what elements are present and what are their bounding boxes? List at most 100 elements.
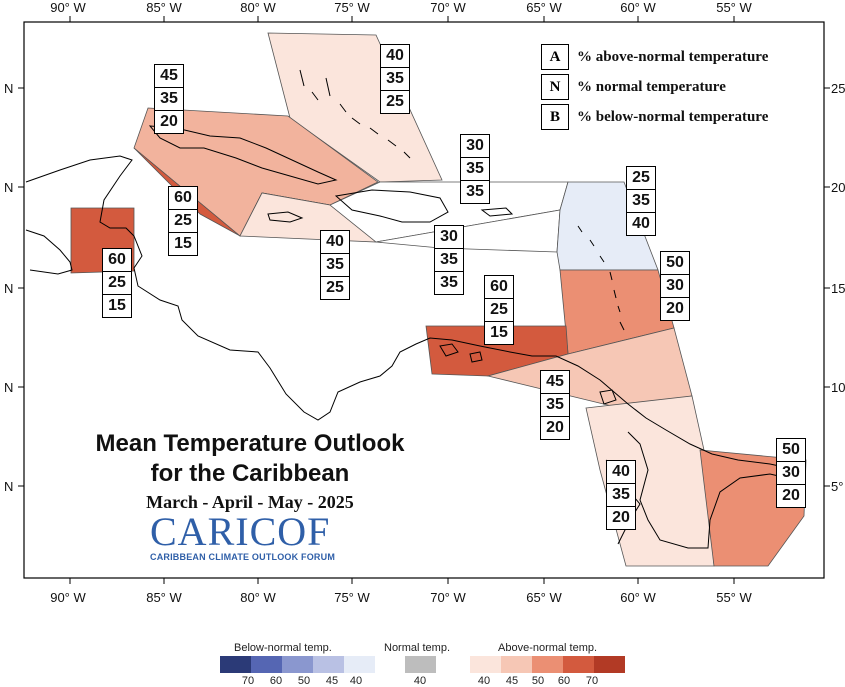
legend-normal-swatch bbox=[405, 656, 436, 673]
prob-box-western-caribbean: 60 25 15 bbox=[168, 186, 198, 256]
prob-below: 20 bbox=[661, 297, 689, 320]
season-subtitle: March - April - May - 2025 bbox=[146, 492, 354, 512]
top-lon-label: 75° W bbox=[334, 0, 370, 15]
prob-above: 40 bbox=[386, 47, 404, 64]
prob-below: 15 bbox=[169, 232, 197, 255]
prob-normal: 25 bbox=[485, 298, 513, 321]
legend-tick: 70 bbox=[241, 675, 255, 687]
legend-tick: 50 bbox=[297, 675, 311, 687]
legend-swatch bbox=[563, 656, 594, 673]
prob-normal: 35 bbox=[321, 253, 349, 276]
prob-box-puerto-rico: 30 35 35 bbox=[434, 225, 464, 295]
prob-box-trinidad: 45 35 20 bbox=[540, 370, 570, 440]
prob-box-cuba: 45 35 20 bbox=[154, 64, 184, 134]
prob-box-guyana: 40 35 20 bbox=[606, 460, 636, 530]
prob-below: 20 bbox=[607, 506, 635, 529]
top-lon-label: 65° W bbox=[526, 0, 562, 15]
prob-box-southern-caribbean: 60 25 15 bbox=[484, 275, 514, 345]
prob-above: 50 bbox=[666, 254, 684, 271]
prob-normal: 35 bbox=[461, 157, 489, 180]
top-lon-label: 90° W bbox=[50, 0, 86, 15]
legend-tick: 70 bbox=[585, 675, 599, 687]
key-row-above: A % above-normal temperature bbox=[541, 42, 768, 72]
key-text: % below-normal temperature bbox=[577, 108, 769, 125]
prob-below: 20 bbox=[541, 416, 569, 439]
legend-tick: 40 bbox=[477, 675, 491, 687]
prob-normal: 35 bbox=[435, 248, 463, 271]
legend-above-title: Above-normal temp. bbox=[498, 642, 598, 654]
right-lat-label: 20 bbox=[831, 180, 845, 195]
prob-below: 15 bbox=[485, 321, 513, 344]
bottom-lon-label: 90° W bbox=[50, 590, 86, 605]
key-text: % normal temperature bbox=[577, 78, 726, 95]
key-row-normal: N % normal temperature bbox=[541, 72, 768, 102]
prob-normal: 35 bbox=[541, 393, 569, 416]
prob-below: 40 bbox=[627, 212, 655, 235]
prob-box-windward-islands: 50 30 20 bbox=[660, 251, 690, 321]
prob-above: 30 bbox=[440, 228, 458, 245]
right-lat-label: 10 bbox=[831, 380, 845, 395]
prob-below: 20 bbox=[155, 110, 183, 133]
key-letter: A bbox=[541, 44, 569, 70]
legend-below-swatches bbox=[220, 656, 375, 673]
legend-swatch bbox=[344, 656, 375, 673]
legend-tick: 50 bbox=[531, 675, 545, 687]
legend-tick: 60 bbox=[269, 675, 283, 687]
prob-normal: 35 bbox=[381, 67, 409, 90]
bottom-lon-label: 75° W bbox=[334, 590, 370, 605]
legend-swatch bbox=[313, 656, 344, 673]
top-lon-label: 80° W bbox=[240, 0, 276, 15]
prob-below: 25 bbox=[321, 276, 349, 299]
region-trinidad bbox=[486, 327, 693, 409]
prob-above: 60 bbox=[490, 278, 508, 295]
legend-tick: 45 bbox=[325, 675, 339, 687]
legend-normal-title: Normal temp. bbox=[384, 642, 451, 654]
bottom-lon-label: 85° W bbox=[146, 590, 182, 605]
bottom-lon-label: 60° W bbox=[620, 590, 656, 605]
prob-below: 35 bbox=[461, 180, 489, 203]
prob-above: 45 bbox=[546, 373, 564, 390]
top-lon-label: 55° W bbox=[716, 0, 752, 15]
bottom-lon-label: 70° W bbox=[430, 590, 466, 605]
legend-swatch bbox=[282, 656, 313, 673]
prob-normal: 30 bbox=[777, 461, 805, 484]
prob-normal: 35 bbox=[607, 483, 635, 506]
prob-normal: 35 bbox=[627, 189, 655, 212]
top-lon-label: 85° W bbox=[146, 0, 182, 15]
prob-below: 25 bbox=[381, 90, 409, 113]
map-title-line2: for the Caribbean bbox=[150, 460, 350, 487]
legend-swatch bbox=[251, 656, 282, 673]
top-lon-label: 60° W bbox=[620, 0, 656, 15]
prob-above: 40 bbox=[326, 233, 344, 250]
key-letter: N bbox=[541, 74, 569, 100]
legend-swatch bbox=[470, 656, 501, 673]
legend-swatch bbox=[532, 656, 563, 673]
legend-swatch bbox=[501, 656, 532, 673]
prob-box-suriname-french-guiana: 50 30 20 bbox=[776, 438, 806, 508]
legend-swatch bbox=[220, 656, 251, 673]
prob-normal: 25 bbox=[169, 209, 197, 232]
prob-normal: 25 bbox=[103, 271, 131, 294]
prob-box-bahamas: 40 35 25 bbox=[380, 44, 410, 114]
top-lon-label: 70° W bbox=[430, 0, 466, 15]
prob-below: 35 bbox=[435, 271, 463, 294]
bottom-lon-label: 80° W bbox=[240, 590, 276, 605]
legend-below-title: Below-normal temp. bbox=[234, 642, 332, 654]
prob-box-hispaniola-north: 30 35 35 bbox=[460, 134, 490, 204]
legend-tick: 60 bbox=[557, 675, 571, 687]
legend-tick: 40 bbox=[349, 675, 363, 687]
prob-above: 40 bbox=[612, 463, 630, 480]
tick-marks bbox=[18, 16, 830, 584]
right-lat-label: 5° bbox=[831, 479, 843, 494]
region-bahamas bbox=[267, 32, 443, 183]
logo-wordmark: CARICOF bbox=[150, 509, 331, 554]
left-lat-label: N bbox=[4, 380, 13, 395]
island-dots bbox=[299, 69, 625, 405]
right-lat-label: 25 bbox=[831, 81, 845, 96]
coastlines bbox=[25, 125, 799, 549]
legend-tick: 45 bbox=[505, 675, 519, 687]
prob-normal: 35 bbox=[155, 87, 183, 110]
key-row-below: B % below-normal temperature bbox=[541, 102, 768, 132]
logo-tagline: CARIBBEAN CLIMATE OUTLOOK FORUM bbox=[150, 552, 336, 562]
prob-box-jamaica: 40 35 25 bbox=[320, 230, 350, 300]
